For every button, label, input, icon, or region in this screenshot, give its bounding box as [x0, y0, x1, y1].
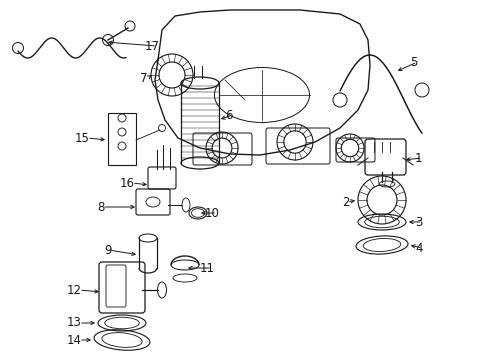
- Text: 9: 9: [104, 243, 112, 256]
- Text: 10: 10: [204, 207, 220, 220]
- Text: 11: 11: [200, 261, 215, 275]
- Text: 1: 1: [414, 152, 422, 165]
- Text: 4: 4: [414, 242, 422, 255]
- Text: 5: 5: [409, 55, 417, 68]
- Text: 17: 17: [145, 40, 160, 53]
- Polygon shape: [155, 10, 369, 155]
- Text: 8: 8: [98, 201, 105, 213]
- Text: 14: 14: [67, 333, 82, 346]
- Bar: [108, 113, 136, 165]
- Text: 2: 2: [342, 195, 349, 208]
- Text: 16: 16: [120, 176, 135, 189]
- Text: 15: 15: [75, 131, 90, 144]
- Text: 13: 13: [67, 316, 82, 329]
- Text: 7: 7: [140, 72, 147, 85]
- Text: 6: 6: [224, 108, 232, 122]
- Text: 12: 12: [67, 284, 82, 297]
- Text: 3: 3: [414, 216, 422, 229]
